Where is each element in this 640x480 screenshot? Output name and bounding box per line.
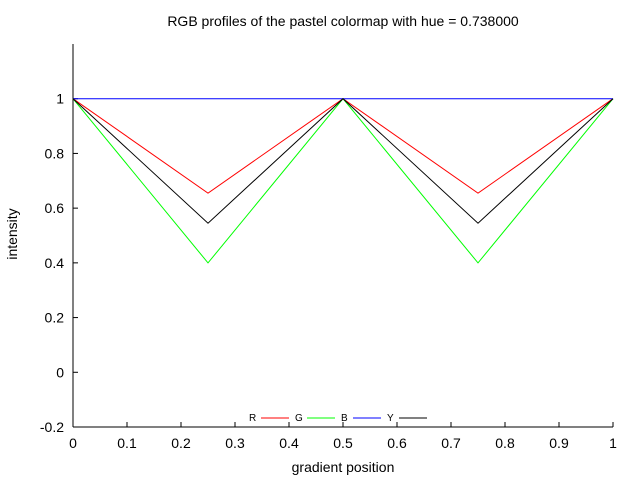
legend-label-b: B — [341, 413, 348, 424]
x-tick-label: 0.9 — [549, 435, 569, 451]
x-ticks: 0 0.1 0.2 0.3 0.4 0.5 0.6 0.7 0.8 0.9 1 — [69, 422, 617, 451]
y-tick-label: 1 — [56, 91, 64, 107]
x-tick-label: 0.6 — [387, 435, 407, 451]
y-tick-label: 0 — [56, 364, 64, 380]
chart-title: RGB profiles of the pastel colormap with… — [167, 13, 519, 29]
y-tick-label: 0.4 — [45, 255, 65, 271]
series-line-r — [72, 98, 614, 194]
y-tick-label: 0.8 — [45, 145, 65, 161]
x-tick-label: 1 — [609, 435, 617, 451]
x-tick-label: 0 — [69, 435, 77, 451]
y-tick-label: -0.2 — [40, 419, 64, 435]
x-tick-label: 0.5 — [333, 435, 353, 451]
x-tick-label: 0.4 — [279, 435, 299, 451]
x-tick-label: 0.7 — [441, 435, 461, 451]
legend-label-g: G — [295, 413, 303, 424]
y-axis-label: intensity — [4, 208, 20, 259]
x-tick-label: 0.2 — [171, 435, 191, 451]
x-tick-label: 0.1 — [117, 435, 137, 451]
x-tick-label: 0.8 — [495, 435, 515, 451]
series-lines — [72, 97, 614, 264]
legend-label-r: R — [249, 413, 256, 424]
y-tick-label: 0.6 — [45, 200, 65, 216]
x-tick-label: 0.3 — [225, 435, 245, 451]
y-ticks: -0.2 0 0.2 0.4 0.6 0.8 1 — [40, 91, 78, 435]
x-axis-label: gradient position — [292, 459, 395, 475]
series-line-y — [72, 98, 614, 224]
y-tick-label: 0.2 — [45, 310, 65, 326]
series-line-g — [72, 97, 614, 264]
legend-label-y: Y — [387, 413, 394, 424]
